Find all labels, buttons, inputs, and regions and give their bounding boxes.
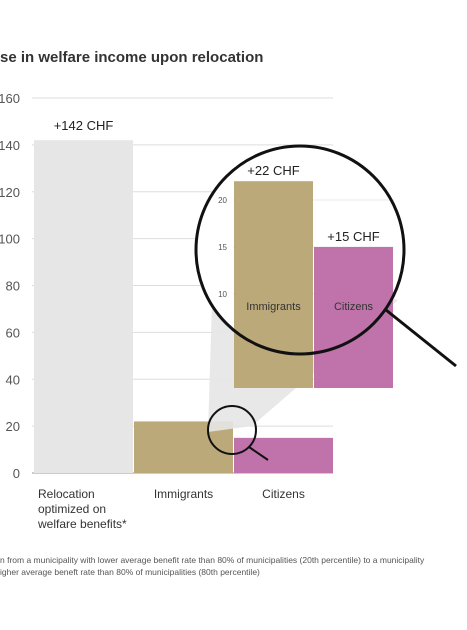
y-tick-label: 60 — [6, 325, 20, 340]
magnifier-inset: 20 15 10 +22 CHF Immigrants +15 CHF Citizens — [194, 144, 457, 388]
small-lens-handle — [248, 446, 269, 461]
footnote-line-1: n from a municipality with lower average… — [0, 555, 425, 565]
zoom-data-label: +15 CHF — [327, 229, 379, 244]
x-tick-label: Immigrants — [154, 487, 213, 501]
x-tick-label: Citizens — [262, 487, 305, 501]
lens-ring — [194, 144, 406, 356]
y-tick-label: 80 — [6, 279, 20, 294]
data-label: +142 CHF — [54, 118, 114, 133]
bars — [34, 140, 333, 473]
zoom-data-label: +22 CHF — [247, 163, 299, 178]
small-magnifier-icon — [207, 405, 269, 461]
bar — [234, 437, 333, 473]
y-tick-label: 40 — [6, 372, 20, 387]
zoom-category-label: Immigrants — [246, 301, 301, 313]
zoom-y-tick-label: 15 — [218, 243, 227, 252]
x-tick-label: welfare benefits* — [37, 517, 127, 531]
y-tick-label: 20 — [6, 419, 20, 434]
y-tick-label: 160 — [0, 91, 20, 106]
zoom-y-tick-label: 10 — [218, 290, 227, 299]
chart-title: se in welfare income upon relocation — [0, 49, 263, 66]
y-axis: 160 140 120 100 80 60 40 20 0 — [0, 91, 20, 481]
data-labels: +142 CHF — [54, 118, 114, 133]
footnote-line-2: igher average beneft rate than 80% of mu… — [0, 567, 260, 577]
zoom-bar — [314, 247, 393, 388]
footnote: n from a municipality with lower average… — [0, 555, 425, 577]
y-tick-label: 120 — [0, 185, 20, 200]
y-tick-label: 0 — [13, 466, 20, 481]
y-tick-label: 100 — [0, 232, 20, 247]
zoom-y-tick-label: 20 — [218, 196, 227, 205]
small-lens-ring — [207, 405, 257, 455]
bar — [34, 140, 133, 473]
zoom-category-label: Citizens — [334, 301, 374, 313]
lens-handle — [385, 308, 457, 368]
x-tick-label: Relocation — [38, 487, 95, 501]
x-tick-label: optimized on — [38, 502, 106, 516]
zoom-bar — [234, 181, 313, 388]
y-tick-label: 140 — [0, 138, 20, 153]
